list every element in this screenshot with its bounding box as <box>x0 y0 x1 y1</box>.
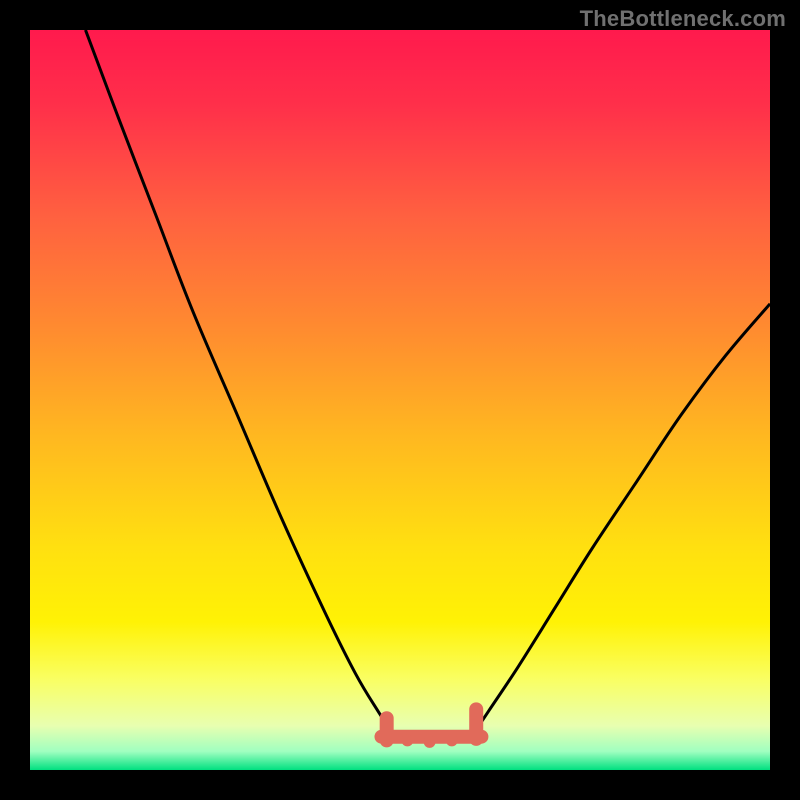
accent-dot <box>424 736 436 748</box>
accent-dot <box>401 734 413 746</box>
bottleneck-curve-chart <box>0 0 800 800</box>
accent-dot <box>446 734 458 746</box>
chart-frame: TheBottleneck.com <box>0 0 800 800</box>
plot-background <box>30 30 770 770</box>
watermark-text: TheBottleneck.com <box>580 6 786 32</box>
